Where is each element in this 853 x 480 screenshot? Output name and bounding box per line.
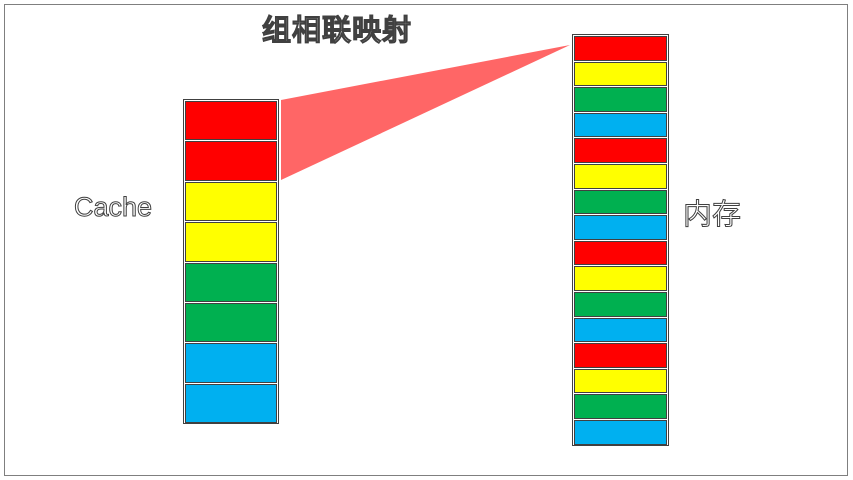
memory-block-14 xyxy=(574,368,667,394)
memory-block-15 xyxy=(574,394,667,419)
cache-block-6 xyxy=(185,303,277,343)
memory-label: 内存 xyxy=(682,197,742,231)
cache-block-7 xyxy=(185,343,277,383)
diagram-title: 组相联映射 xyxy=(261,13,413,47)
cache-block-5 xyxy=(185,262,277,302)
memory-block-8 xyxy=(574,215,667,240)
cache-label: Cache xyxy=(73,192,153,222)
memory-block-9 xyxy=(574,240,667,266)
cache-block-4 xyxy=(185,222,277,262)
memory-block-3 xyxy=(574,87,667,112)
cache-block-2 xyxy=(185,141,277,181)
memory-block-7 xyxy=(574,189,667,215)
cache-column xyxy=(183,99,279,424)
slide-frame xyxy=(4,4,848,476)
memory-block-4 xyxy=(574,112,667,138)
memory-block-11 xyxy=(574,292,667,317)
cache-block-1 xyxy=(185,101,277,141)
memory-block-5 xyxy=(574,138,667,163)
memory-block-2 xyxy=(574,61,667,87)
cache-block-8 xyxy=(185,383,277,424)
memory-block-13 xyxy=(574,343,667,368)
memory-block-6 xyxy=(574,164,667,189)
memory-column xyxy=(572,34,669,446)
memory-block-10 xyxy=(574,266,667,291)
memory-block-12 xyxy=(574,317,667,343)
memory-block-16 xyxy=(574,420,667,445)
memory-block-1 xyxy=(574,36,667,61)
cache-block-3 xyxy=(185,181,277,222)
